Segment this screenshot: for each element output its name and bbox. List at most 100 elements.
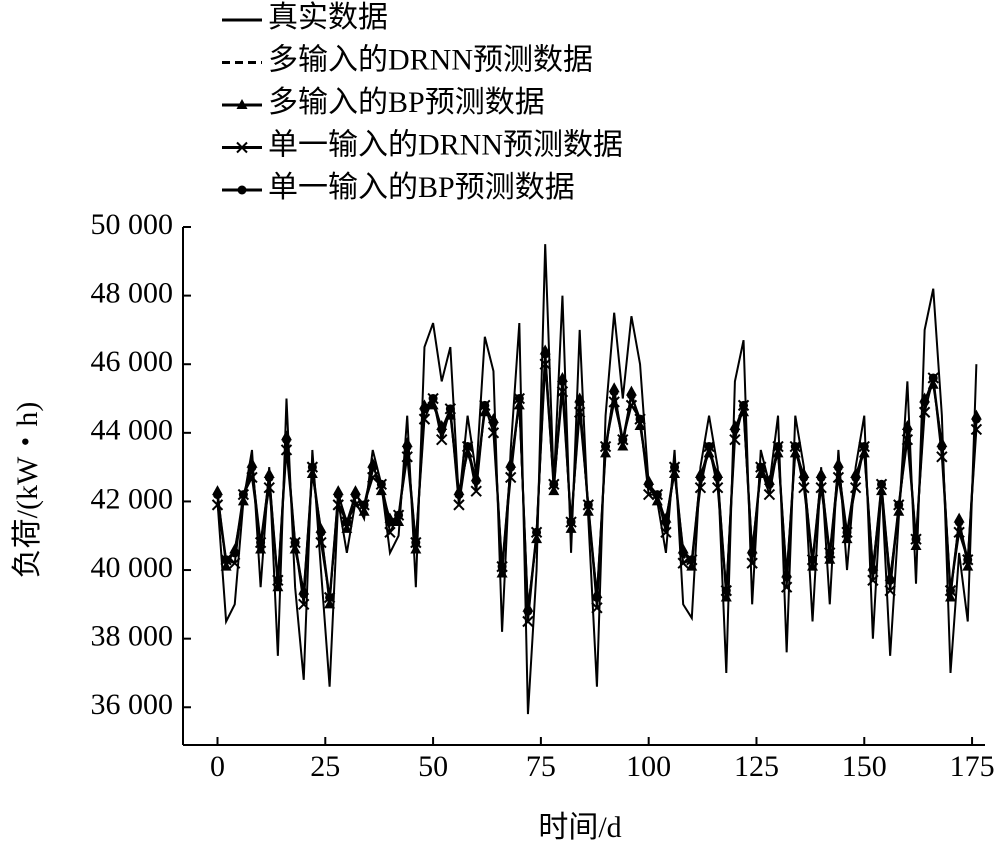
point-marker — [911, 534, 921, 544]
point-marker — [841, 533, 853, 544]
x-tick-label: 100 — [626, 750, 671, 783]
point-marker — [290, 538, 300, 548]
point-marker — [325, 592, 335, 602]
legend-marker — [236, 141, 248, 154]
point-marker — [962, 560, 974, 571]
point-marker — [592, 592, 602, 602]
y-tick-label: 46 000 — [91, 345, 174, 378]
point-marker — [920, 397, 930, 407]
x-tick-label: 150 — [842, 750, 887, 783]
point-marker — [212, 490, 222, 500]
x-tick-label: 125 — [734, 750, 779, 783]
point-marker — [488, 418, 498, 428]
y-tick-label: 36 000 — [91, 688, 174, 721]
series-line — [216, 353, 978, 612]
point-marker — [419, 404, 429, 414]
point-marker — [522, 615, 534, 628]
point-marker — [565, 522, 577, 533]
point-marker — [566, 517, 576, 527]
point-marker — [815, 482, 827, 494]
point-marker — [902, 424, 912, 434]
legend-label: 多输入的DRNN预测数据 — [268, 43, 593, 76]
point-marker — [824, 553, 836, 564]
point-marker — [885, 575, 895, 585]
point-marker — [445, 404, 455, 414]
point-marker — [384, 526, 396, 539]
point-marker — [730, 424, 740, 434]
point-marker — [453, 499, 465, 511]
point-marker — [454, 490, 464, 500]
point-marker — [601, 442, 611, 452]
point-marker — [358, 505, 370, 516]
point-marker — [540, 349, 550, 359]
point-marker — [884, 584, 896, 597]
point-marker — [618, 435, 628, 445]
point-marker — [359, 500, 369, 510]
legend-marker — [236, 99, 248, 109]
point-marker — [790, 442, 800, 452]
point-marker — [394, 510, 404, 520]
point-marker — [849, 482, 862, 494]
point-marker — [385, 517, 395, 527]
point-marker — [220, 560, 232, 571]
point-marker — [333, 490, 343, 500]
point-marker — [799, 472, 809, 482]
point-marker — [642, 488, 655, 501]
point-marker — [437, 424, 447, 434]
point-marker — [687, 555, 697, 565]
point-marker — [720, 591, 732, 602]
point-marker — [677, 557, 689, 569]
point-marker — [368, 462, 378, 472]
point-marker — [230, 548, 240, 558]
point-marker — [350, 490, 360, 500]
point-marker — [842, 527, 852, 537]
point-marker — [963, 555, 973, 565]
y-tick-label: 42 000 — [91, 482, 174, 515]
point-marker — [471, 476, 481, 486]
x-tick-label: 25 — [310, 750, 340, 783]
point-marker — [463, 442, 473, 452]
point-marker — [410, 543, 422, 554]
x-tick-label: 0 — [210, 750, 225, 783]
point-marker — [825, 548, 835, 558]
y-tick-label: 50 000 — [91, 208, 174, 241]
point-marker — [575, 397, 585, 407]
point-marker — [832, 471, 845, 484]
legend-label: 多输入的BP预测数据 — [268, 86, 545, 119]
point-marker — [746, 557, 758, 569]
point-marker — [694, 482, 707, 494]
point-marker — [591, 602, 603, 614]
point-marker — [937, 442, 947, 452]
point-marker — [808, 555, 818, 565]
point-marker — [238, 490, 248, 500]
point-marker — [660, 526, 672, 539]
point-marker — [635, 414, 645, 424]
point-marker — [221, 555, 231, 565]
point-marker — [661, 517, 671, 527]
point-marker — [470, 485, 482, 497]
point-marker — [411, 538, 421, 548]
point-marker — [497, 562, 507, 572]
point-marker — [272, 581, 284, 592]
point-marker — [532, 527, 542, 537]
y-tick-label: 38 000 — [91, 620, 174, 653]
point-marker — [644, 479, 654, 489]
point-marker — [894, 500, 904, 510]
point-marker — [514, 394, 524, 404]
point-marker — [342, 517, 352, 527]
x-tick-label: 50 — [418, 750, 448, 783]
point-marker — [713, 472, 723, 482]
point-marker — [704, 442, 714, 452]
y-tick-label: 48 000 — [91, 276, 174, 309]
point-marker — [816, 472, 826, 482]
series-line — [216, 244, 978, 715]
point-marker — [780, 581, 793, 593]
point-marker — [877, 479, 887, 489]
point-marker — [954, 517, 964, 527]
point-marker — [281, 435, 291, 445]
point-marker — [928, 373, 938, 383]
point-marker — [946, 586, 956, 596]
point-marker — [652, 490, 662, 500]
point-marker — [496, 567, 508, 578]
point-marker — [299, 589, 309, 599]
